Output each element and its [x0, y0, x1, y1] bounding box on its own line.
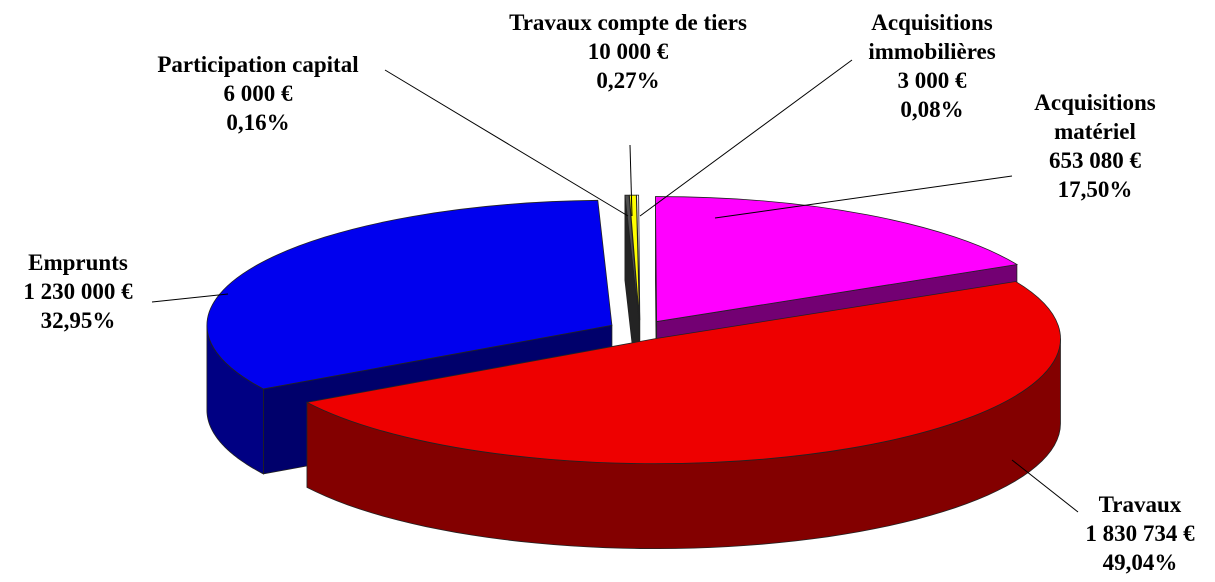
- label-percent: 0,27%: [596, 68, 660, 93]
- label-value: 1 230 000 €: [23, 279, 133, 304]
- label-name: Travaux: [1098, 492, 1182, 517]
- label-value: 6 000 €: [223, 81, 293, 106]
- label-percent: 49,04%: [1102, 550, 1178, 575]
- label-value: 3 000 €: [897, 68, 967, 93]
- leader-line: [629, 144, 633, 217]
- label-name: Acquisitions matériel: [1034, 90, 1156, 144]
- leader-line: [639, 59, 853, 217]
- slice-top: [624, 194, 640, 321]
- slice-label: Emprunts 1 230 000 € 32,95%: [0, 248, 163, 335]
- slice-top: [206, 199, 613, 390]
- leader-line: [151, 293, 229, 303]
- label-name: Acquisitions immobilières: [868, 10, 996, 64]
- leader-line: [384, 69, 629, 217]
- label-name: Travaux compte de tiers: [509, 10, 747, 35]
- label-percent: 17,50%: [1057, 177, 1133, 202]
- label-percent: 32,95%: [40, 308, 116, 333]
- label-name: Emprunts: [28, 250, 128, 275]
- slice-top: [655, 196, 1019, 323]
- label-percent: 0,08%: [900, 97, 964, 122]
- label-value: 1 830 734 €: [1085, 521, 1195, 546]
- slice-label: Travaux compte de tiers 10 000 € 0,27%: [503, 8, 753, 95]
- slice-top: [628, 194, 640, 321]
- slice-label: Travaux 1 830 734 € 49,04%: [1055, 490, 1215, 577]
- slice-label: Acquisitions immobilières 3 000 € 0,08%: [837, 8, 1027, 124]
- slice-label: Participation capital 6 000 € 0,16%: [118, 50, 398, 137]
- slice-label: Acquisitions matériel 653 080 € 17,50%: [1005, 88, 1185, 204]
- slice: [305, 281, 1061, 550]
- label-value: 10 000 €: [587, 39, 669, 64]
- label-percent: 0,16%: [226, 110, 290, 135]
- slice-top: [305, 281, 1061, 465]
- leader-line: [1011, 459, 1079, 513]
- label-name: Participation capital: [157, 52, 359, 77]
- label-value: 653 080 €: [1049, 148, 1141, 173]
- leader-line: [714, 175, 1013, 219]
